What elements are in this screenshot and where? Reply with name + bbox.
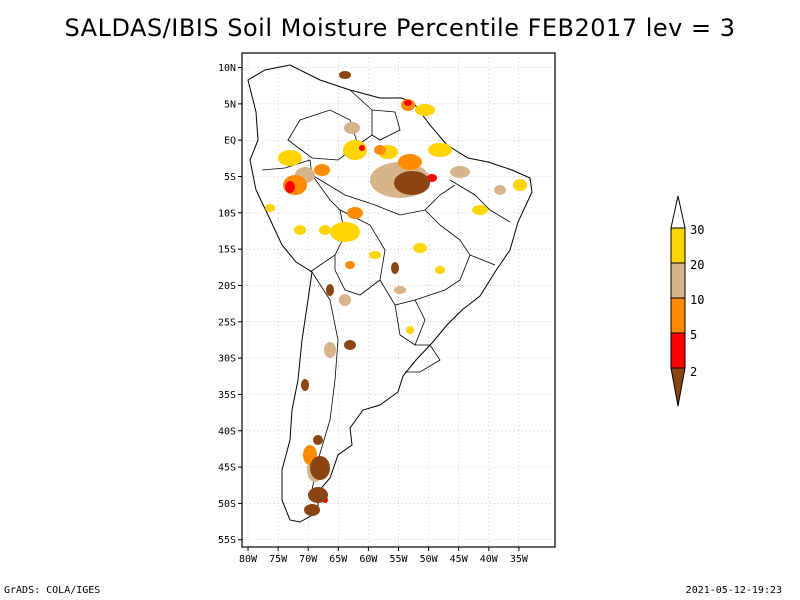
plot-title: SALDAS/IBIS Soil Moisture Percentile FEB… [64,14,736,42]
colorbar-label-30: 30 [690,223,704,237]
y-tick-label: 5S [224,172,236,183]
y-tick-label: 5N [224,99,236,110]
colorbar-label-2: 2 [690,365,697,379]
y-tick-label: 10S [218,208,236,219]
shading-p2 [301,71,430,516]
gridlines [242,53,555,547]
plot-frame [241,52,556,548]
x-axis-ticks: 80W 75W 70W 65W 60W 55W 50W 45W 40W 35W [239,547,529,565]
colorbar-label-5: 5 [690,328,697,342]
x-tick-label: 75W [269,554,288,565]
x-tick-label: 50W [420,554,439,565]
x-tick-label: 65W [329,554,348,565]
x-tick-label: 40W [480,554,499,565]
shading-p30 [265,104,527,334]
colorbar-swatch-20 [670,262,686,299]
y-tick-label: 50S [218,499,236,510]
footer-credit: GrADS: COLA/IGES [4,585,101,596]
y-tick-label: 35S [218,390,236,401]
colorbar: 30 20 10 5 2 [670,195,704,407]
colorbar-label-10: 10 [690,293,704,307]
y-tick-label: 55S [218,535,236,546]
colorbar-label-20: 20 [690,258,704,272]
percentile-shading [265,71,527,516]
y-tick-label: 15S [218,245,236,256]
footer-timestamp: 2021-05-12-19:23 [685,585,782,596]
x-tick-label: 70W [299,554,318,565]
y-tick-label: 40S [218,426,236,437]
colorbar-swatch-30 [670,227,686,264]
colorbar-bottom-arrow [670,367,686,407]
colorbar-swatch-10 [670,297,686,334]
x-tick-label: 45W [450,554,469,565]
y-tick-label: 10N [218,63,236,74]
colorbar-swatch-5 [670,332,686,369]
x-tick-label: 60W [359,554,378,565]
x-tick-label: 55W [389,554,408,565]
y-axis-ticks: 10N 5N EQ 5S 10S 15S 20S 25S 30S 35S 40S 45S 50S 55S [218,63,242,546]
y-tick-label: 30S [218,354,236,365]
y-tick-label: 20S [218,281,236,292]
y-tick-label: EQ [224,136,236,147]
colorbar-top-arrow [670,195,686,229]
x-tick-label: 35W [510,554,529,565]
south-america-coastline [247,64,533,523]
y-tick-label: 45S [218,463,236,474]
x-tick-label: 80W [239,554,258,565]
y-tick-label: 25S [218,317,236,328]
